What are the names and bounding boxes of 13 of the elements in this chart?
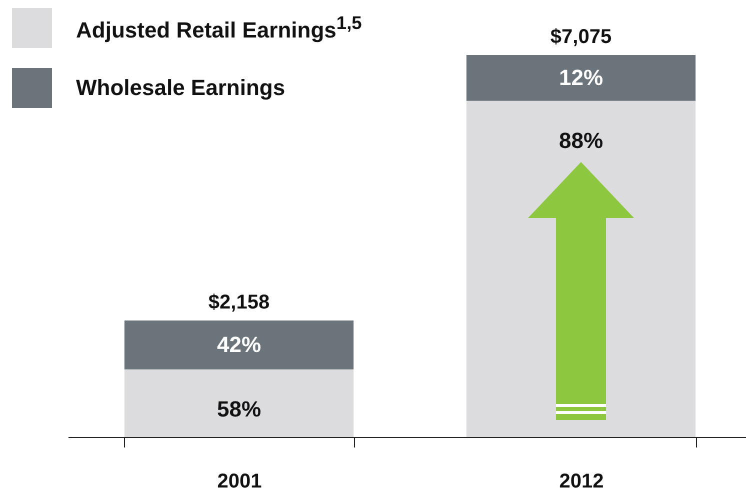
bar [466, 55, 696, 101]
annotation: 12% [558, 64, 604, 90]
text: $7,075 [550, 26, 612, 48]
x-tick-label: 2001 [217, 470, 262, 492]
legend-label: Adjusted Retail Earnings$^{1,5}$ [76, 12, 362, 44]
x-tick-label: 2012 [559, 470, 604, 492]
annotation: 88% [558, 128, 604, 153]
annotation: $2,158 [208, 291, 270, 314]
annotation: 58% [216, 396, 262, 422]
annotation: 42% [216, 332, 262, 357]
bar [124, 369, 354, 437]
bar [124, 320, 354, 370]
legend-label: Wholesale Earnings [76, 75, 286, 101]
